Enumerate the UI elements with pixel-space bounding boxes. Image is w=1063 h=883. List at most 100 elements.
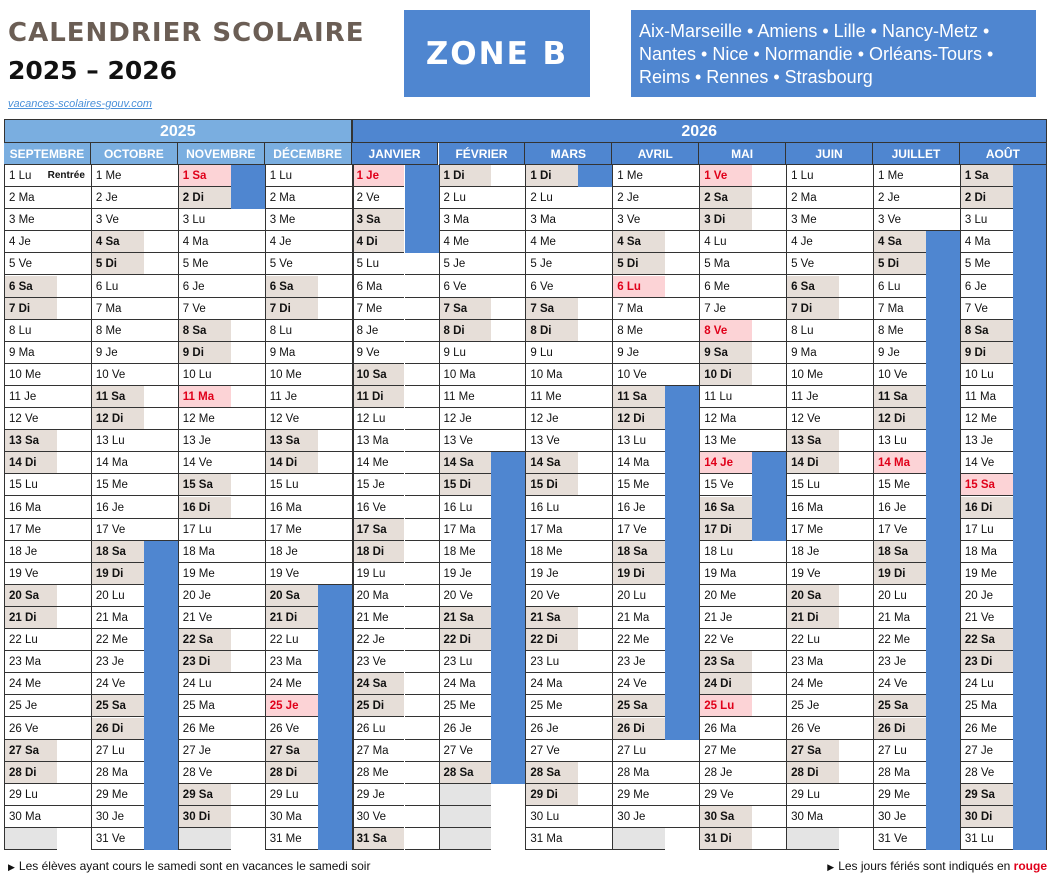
month-header-juillet: JUILLET bbox=[873, 143, 960, 165]
day-cell: 21 Ve bbox=[959, 607, 1013, 630]
day-strip bbox=[925, 209, 960, 232]
day-strip bbox=[839, 209, 873, 232]
column-divider bbox=[1045, 165, 1047, 850]
day-strip bbox=[839, 452, 873, 475]
day-cell: 29 Je bbox=[351, 784, 405, 806]
day-cell: 30 Je bbox=[90, 806, 144, 828]
day-cell: 6 Ve bbox=[438, 276, 492, 298]
day-cell: 27 Lu bbox=[612, 740, 666, 762]
day-cell: 25 Sa bbox=[612, 695, 666, 718]
day-cell: 25 Ma bbox=[177, 695, 231, 718]
day-cell: 8 Me bbox=[612, 320, 666, 342]
day-strip bbox=[404, 695, 439, 718]
day-cell: 9 Je bbox=[873, 342, 926, 364]
day-strip bbox=[578, 784, 613, 806]
day-cell: 12 Me bbox=[959, 408, 1013, 431]
day-cell: 5 Je bbox=[525, 253, 579, 276]
day-cell: 27 Ve bbox=[438, 740, 492, 762]
day-cell: 30 Ma bbox=[4, 806, 57, 828]
day-cell: 27 Lu bbox=[873, 740, 926, 762]
day-cell: 16 Ma bbox=[264, 497, 318, 519]
day-cell: 1 Di bbox=[525, 165, 579, 188]
day-strip bbox=[56, 474, 91, 497]
day-cell: 23 Di bbox=[959, 651, 1013, 674]
column-divider bbox=[438, 165, 440, 850]
day-cell: 14 Sa bbox=[525, 452, 579, 475]
day-cell: 30 Lu bbox=[525, 806, 579, 828]
day-cell: 28 Ma bbox=[612, 762, 666, 784]
month-header-mars: MARS bbox=[525, 143, 613, 165]
day-cell: 23 Lu bbox=[525, 651, 579, 674]
day-strip bbox=[665, 806, 700, 828]
day-cell: 4 Je bbox=[786, 231, 839, 254]
day-cell: 11 Di bbox=[351, 386, 405, 409]
day-cell: 4 Me bbox=[438, 231, 492, 254]
day-strip bbox=[56, 541, 91, 563]
day-cell: 16 Di bbox=[177, 496, 231, 519]
day-strip bbox=[317, 187, 352, 210]
footer-saturday-text: Les élèves ayant cours le samedi sont en… bbox=[18, 859, 371, 873]
day-strip bbox=[230, 563, 265, 585]
day-cell: 11 Me bbox=[438, 386, 492, 409]
day-cell: 14 Ma bbox=[873, 452, 926, 475]
day-strip bbox=[578, 342, 613, 364]
day-strip bbox=[578, 298, 613, 320]
day-cell: 12 Ve bbox=[264, 408, 318, 431]
day-cell: 26 Di bbox=[873, 717, 926, 740]
day-cell: 18 Sa bbox=[873, 540, 926, 563]
day-cell: 23 Sa bbox=[699, 651, 753, 674]
day-strip bbox=[839, 673, 873, 696]
column-divider bbox=[525, 165, 527, 850]
day-cell: 20 Me bbox=[699, 585, 753, 607]
day-cell: 28 Me bbox=[351, 762, 405, 784]
day-strip bbox=[752, 784, 787, 806]
day-cell: 24 Me bbox=[264, 673, 318, 696]
day-strip bbox=[404, 253, 439, 276]
day-cell: 11 Me bbox=[525, 386, 579, 409]
day-strip bbox=[56, 563, 91, 585]
day-cell: 5 Je bbox=[438, 253, 492, 276]
day-cell: 15 Me bbox=[873, 474, 926, 497]
day-strip bbox=[404, 585, 439, 607]
day-cell: 11 Sa bbox=[90, 386, 144, 409]
day-strip bbox=[491, 209, 526, 232]
column-divider bbox=[786, 165, 788, 850]
source-link[interactable]: vacances-scolaires-gouv.com bbox=[8, 98, 153, 110]
day-strip bbox=[578, 718, 613, 740]
day-strip bbox=[404, 563, 439, 585]
day-strip bbox=[317, 541, 352, 563]
day-cell: 1 Di bbox=[438, 165, 492, 188]
day-cell: 23 Je bbox=[90, 651, 144, 674]
day-cell: 3 Me bbox=[786, 209, 839, 232]
day-cell: 24 Ve bbox=[873, 673, 926, 696]
day-cell: 31 Me bbox=[264, 828, 318, 851]
day-cell: 22 Me bbox=[90, 629, 144, 652]
day-strip bbox=[839, 364, 873, 386]
day-cell: 10 Di bbox=[699, 363, 753, 386]
day-strip bbox=[404, 452, 439, 475]
day-strip bbox=[230, 253, 265, 276]
day-cell: 26 Ma bbox=[699, 718, 753, 740]
day-cell: 27 Ve bbox=[525, 740, 579, 762]
day-cell: 7 Ma bbox=[873, 298, 926, 320]
day-strip bbox=[839, 519, 873, 541]
day-cell: 24 Lu bbox=[177, 673, 231, 696]
day-strip bbox=[230, 541, 265, 563]
day-cell: 4 Sa bbox=[90, 231, 144, 254]
day-cell: 5 Ve bbox=[264, 253, 318, 276]
day-cell: 30 Je bbox=[873, 806, 926, 828]
day-strip bbox=[56, 585, 91, 607]
day-cell: 28 Sa bbox=[525, 761, 579, 784]
day-cell: 1 Ve bbox=[699, 165, 753, 188]
day-cell: 28 Ma bbox=[873, 762, 926, 784]
day-strip bbox=[56, 298, 91, 320]
day-strip bbox=[491, 298, 526, 320]
day-strip bbox=[404, 386, 439, 409]
day-strip bbox=[143, 474, 178, 497]
day-strip bbox=[578, 497, 613, 519]
day-cell: 11 Sa bbox=[873, 386, 926, 409]
day-strip bbox=[578, 740, 613, 762]
day-cell: 12 Di bbox=[873, 408, 926, 431]
column-divider bbox=[959, 165, 961, 850]
day-cell: 28 Ve bbox=[177, 762, 231, 784]
